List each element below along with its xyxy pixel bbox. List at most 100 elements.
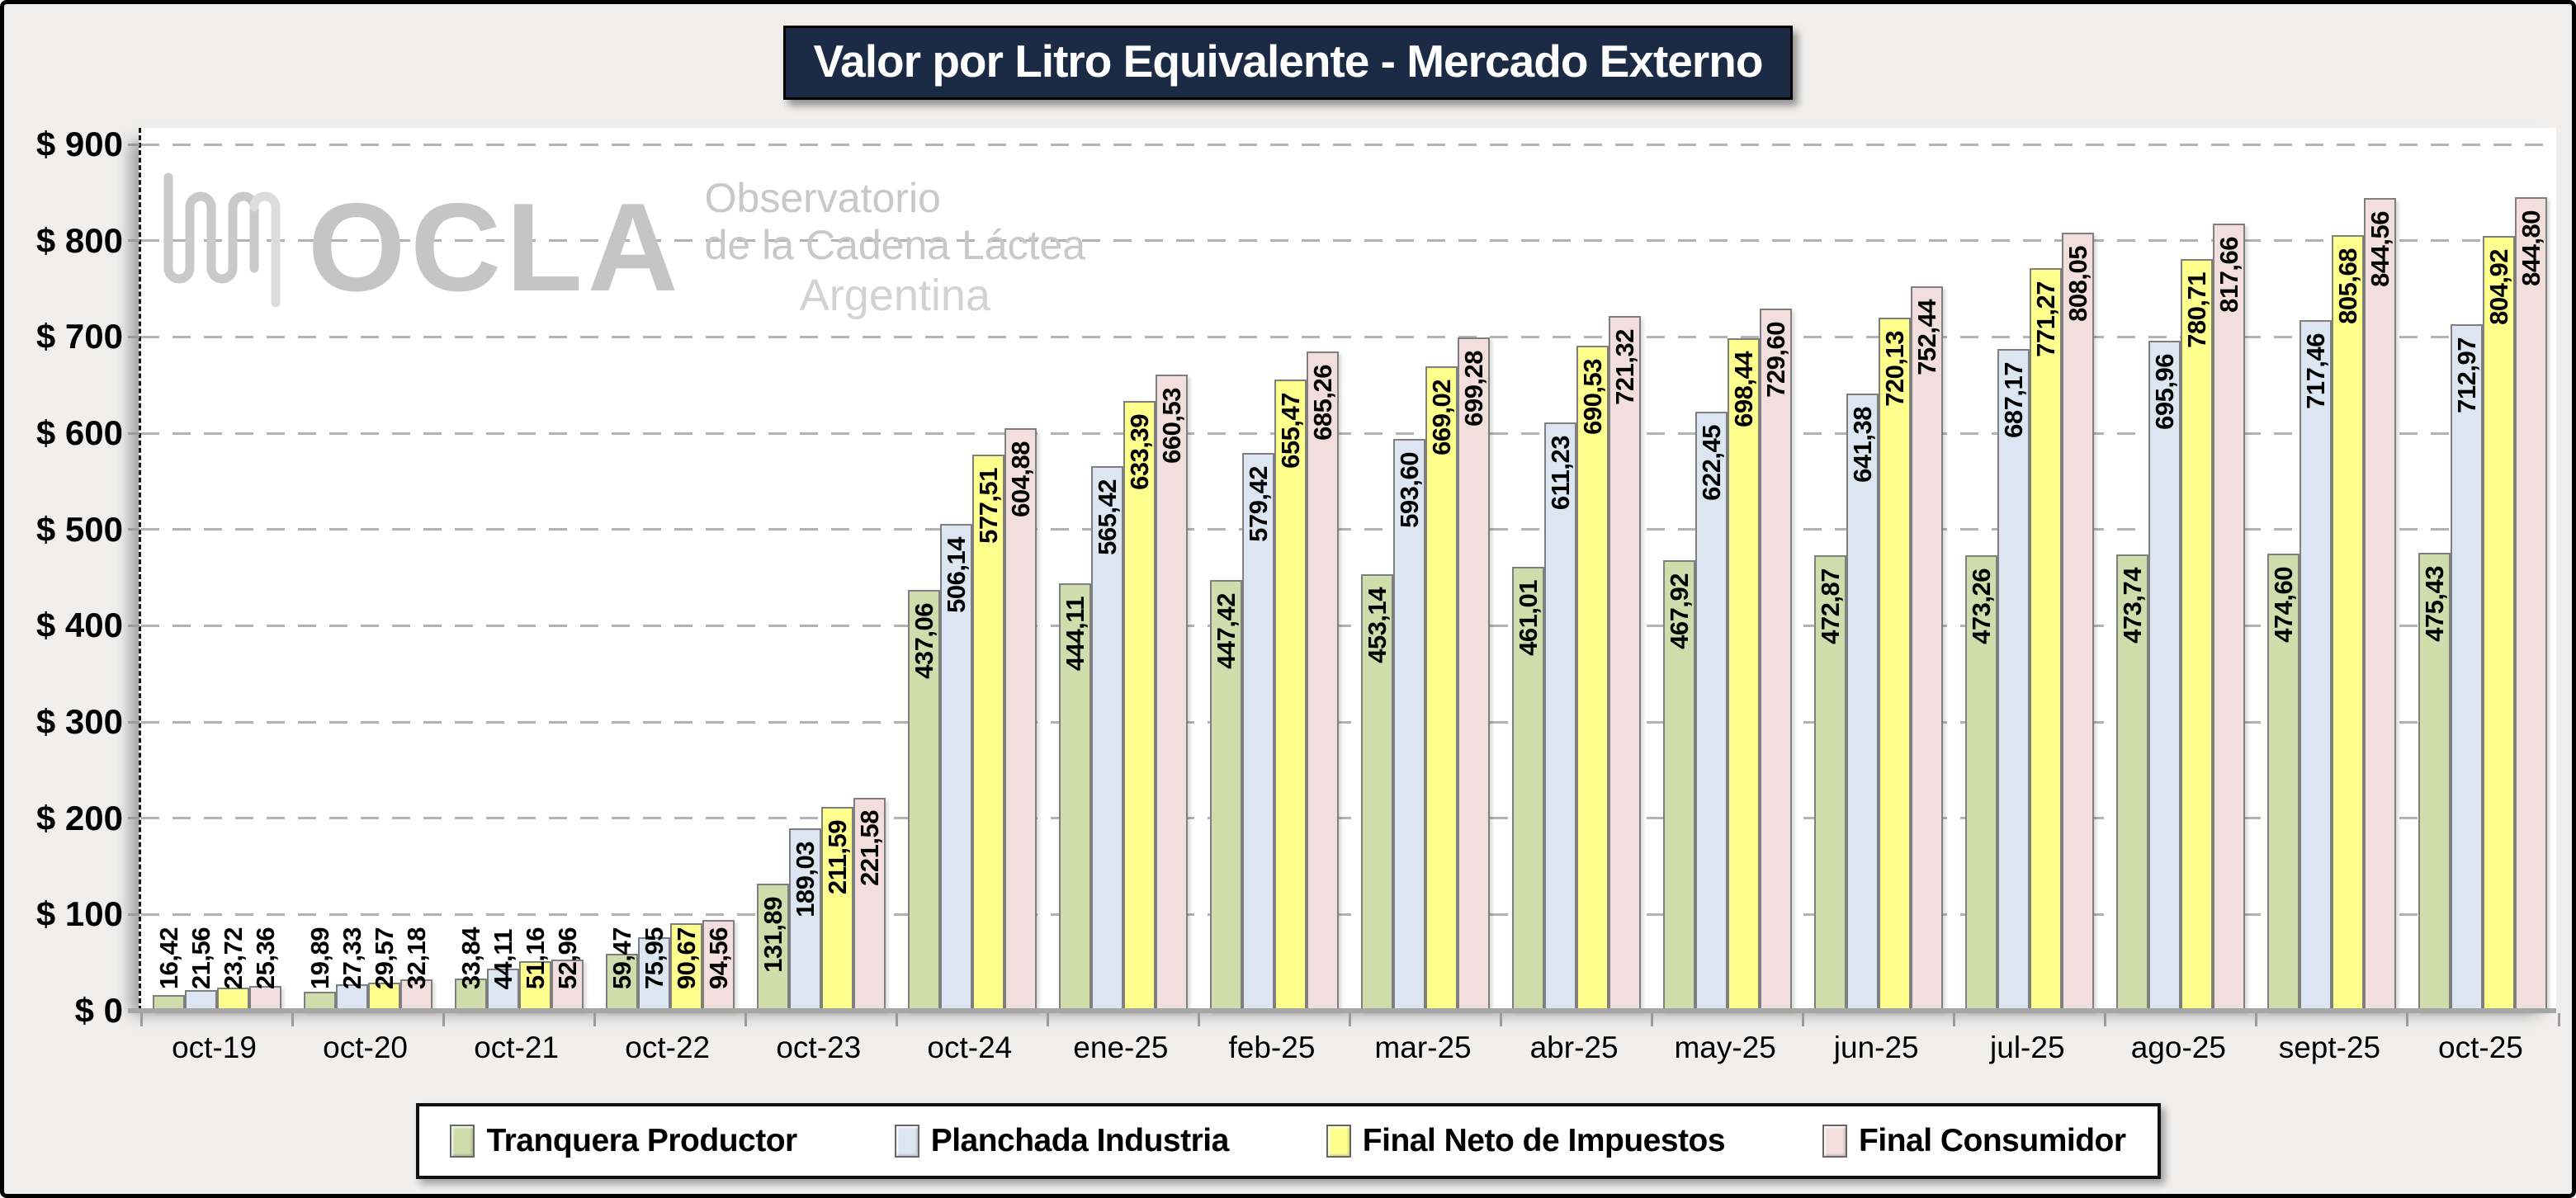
- gridline-400: [141, 624, 2556, 627]
- x-tick: [1500, 1013, 1503, 1026]
- bar-jun-25-series2: [1846, 393, 1879, 1011]
- x-axis-label-abr-25: abr-25: [1529, 1031, 1619, 1064]
- legend-swatch: [1822, 1125, 1848, 1158]
- bar-may-25-series4: [1760, 308, 1793, 1011]
- bar-sept-25-series1: [2267, 554, 2300, 1011]
- x-tick: [139, 1013, 143, 1026]
- x-axis-label-oct-20: oct-20: [323, 1031, 409, 1064]
- gridline-800: [141, 239, 2556, 243]
- x-axis-label-oct-21: oct-21: [474, 1031, 560, 1064]
- bar-abr-25-series2: [1544, 422, 1577, 1011]
- ocla-watermark: OCLA Observatorio de la Cadena Láctea Ar…: [161, 171, 1085, 323]
- bar-ene-25-series4: [1155, 375, 1188, 1011]
- bar-feb-25-series3: [1274, 380, 1307, 1011]
- bar-oct-20-series4: [399, 979, 432, 1011]
- y-tick: [128, 913, 139, 916]
- bar-sept-25-series2: [2299, 319, 2333, 1011]
- ocla-tagline-line1: Observatorio: [704, 175, 941, 221]
- x-axis-line: [128, 1008, 2556, 1013]
- x-axis-label-ago-25: ago-25: [2130, 1031, 2226, 1064]
- gridline-200: [141, 817, 2556, 820]
- y-tick: [128, 143, 139, 146]
- x-tick: [1651, 1013, 1654, 1026]
- bar-oct-20-series2: [335, 984, 368, 1011]
- legend-swatch: [1326, 1125, 1351, 1158]
- bar-oct-23-series3: [820, 807, 853, 1011]
- x-axis-label-feb-25: feb-25: [1228, 1031, 1316, 1064]
- legend-label: Tranquera Productor: [486, 1123, 797, 1158]
- bar-mar-25-series4: [1458, 337, 1491, 1011]
- plot-area: OCLA Observatorio de la Cadena Láctea Ar…: [128, 128, 2560, 1026]
- x-axis-label-sept-25: sept-25: [2278, 1031, 2381, 1064]
- gridline-100: [141, 913, 2556, 916]
- bar-ene-25-series3: [1123, 401, 1156, 1011]
- page-title: Valor por Litro Equivalente - Mercado Ex…: [782, 26, 1794, 100]
- x-axis-label-ene-25: ene-25: [1073, 1031, 1169, 1064]
- x-tick: [1953, 1013, 1956, 1026]
- x-axis-label-oct-19: oct-19: [172, 1031, 257, 1064]
- legend-swatch: [450, 1125, 475, 1158]
- y-axis-label-200: $ 200: [35, 798, 123, 837]
- legend-label: Final Neto de Impuestos: [1362, 1123, 1726, 1158]
- bar-oct-25-series4: [2515, 197, 2548, 1011]
- y-tick: [128, 432, 139, 435]
- x-axis-label-oct-25: oct-25: [2438, 1031, 2523, 1064]
- bar-ago-25-series4: [2213, 224, 2246, 1011]
- legend-item-3: Final Neto de Impuestos: [1326, 1123, 1726, 1159]
- ocla-tagline: Observatorio de la Cadena Láctea Argenti…: [705, 175, 1085, 319]
- x-axis-label-mar-25: mar-25: [1374, 1031, 1472, 1064]
- y-axis-label-900: $ 900: [35, 125, 123, 163]
- bar-abr-25-series3: [1576, 346, 1609, 1011]
- bar-jul-25-series4: [2062, 233, 2095, 1011]
- bar-may-25-series2: [1695, 411, 1728, 1011]
- legend-label: Planchada Industria: [930, 1123, 1230, 1158]
- bar-oct-20-series3: [367, 982, 400, 1011]
- bar-oct-24-series4: [1004, 428, 1037, 1011]
- bar-oct-25-series3: [2483, 235, 2516, 1011]
- x-tick: [1197, 1013, 1200, 1026]
- bar-oct-19-series4: [248, 986, 281, 1011]
- bar-abr-25-series4: [1609, 316, 1642, 1011]
- bar-mar-25-series1: [1361, 574, 1394, 1011]
- legend-item-2: Planchada Industria: [894, 1123, 1230, 1159]
- bar-oct-21-series4: [551, 960, 584, 1011]
- ocla-brand-text: OCLA: [308, 177, 683, 318]
- legend-label: Final Consumidor: [1859, 1123, 2126, 1158]
- y-tick: [128, 335, 139, 338]
- bar-jul-25-series3: [2030, 268, 2063, 1011]
- legend-item-4: Final Consumidor: [1822, 1123, 2126, 1159]
- y-tick: [128, 528, 139, 531]
- bar-oct-24-series3: [971, 455, 1004, 1011]
- bar-oct-23-series1: [756, 884, 789, 1011]
- x-tick: [2255, 1013, 2258, 1026]
- bar-oct-22-series1: [605, 953, 638, 1011]
- bar-ene-25-series1: [1058, 582, 1091, 1011]
- x-axis-label-jul-25: jul-25: [1990, 1031, 2065, 1064]
- bar-mar-25-series3: [1425, 366, 1458, 1011]
- bar-oct-21-series1: [454, 978, 487, 1011]
- y-axis-label-600: $ 600: [35, 413, 123, 452]
- bar-ago-25-series2: [2148, 341, 2181, 1011]
- bar-jul-25-series1: [1965, 554, 1998, 1011]
- x-tick: [2406, 1013, 2409, 1026]
- x-tick: [291, 1013, 294, 1026]
- y-axis-label-500: $ 500: [35, 509, 123, 549]
- ocla-tagline-line3: Argentina: [799, 271, 990, 320]
- x-tick: [1802, 1013, 1805, 1026]
- bar-oct-21-series2: [486, 968, 519, 1011]
- gridline-600: [141, 432, 2556, 435]
- bar-oct-24-series2: [939, 523, 972, 1011]
- bar-oct-22-series4: [702, 919, 735, 1011]
- bar-ago-25-series1: [2116, 554, 2149, 1011]
- ocla-tagline-line2: de la Cadena Láctea: [704, 222, 1086, 268]
- bar-oct-25-series1: [2418, 553, 2451, 1011]
- x-tick: [895, 1013, 898, 1026]
- y-axis-label-0: $ 0: [74, 991, 123, 1030]
- bar-oct-19-series3: [216, 988, 249, 1011]
- x-axis-label-oct-24: oct-24: [927, 1031, 1013, 1064]
- bar-feb-25-series2: [1241, 453, 1274, 1011]
- bar-oct-24-series1: [907, 590, 940, 1011]
- gridline-500: [141, 528, 2556, 531]
- page-title-text: Valor por Litro Equivalente - Mercado Ex…: [813, 35, 1764, 87]
- bar-value-label: 19,89: [305, 927, 334, 989]
